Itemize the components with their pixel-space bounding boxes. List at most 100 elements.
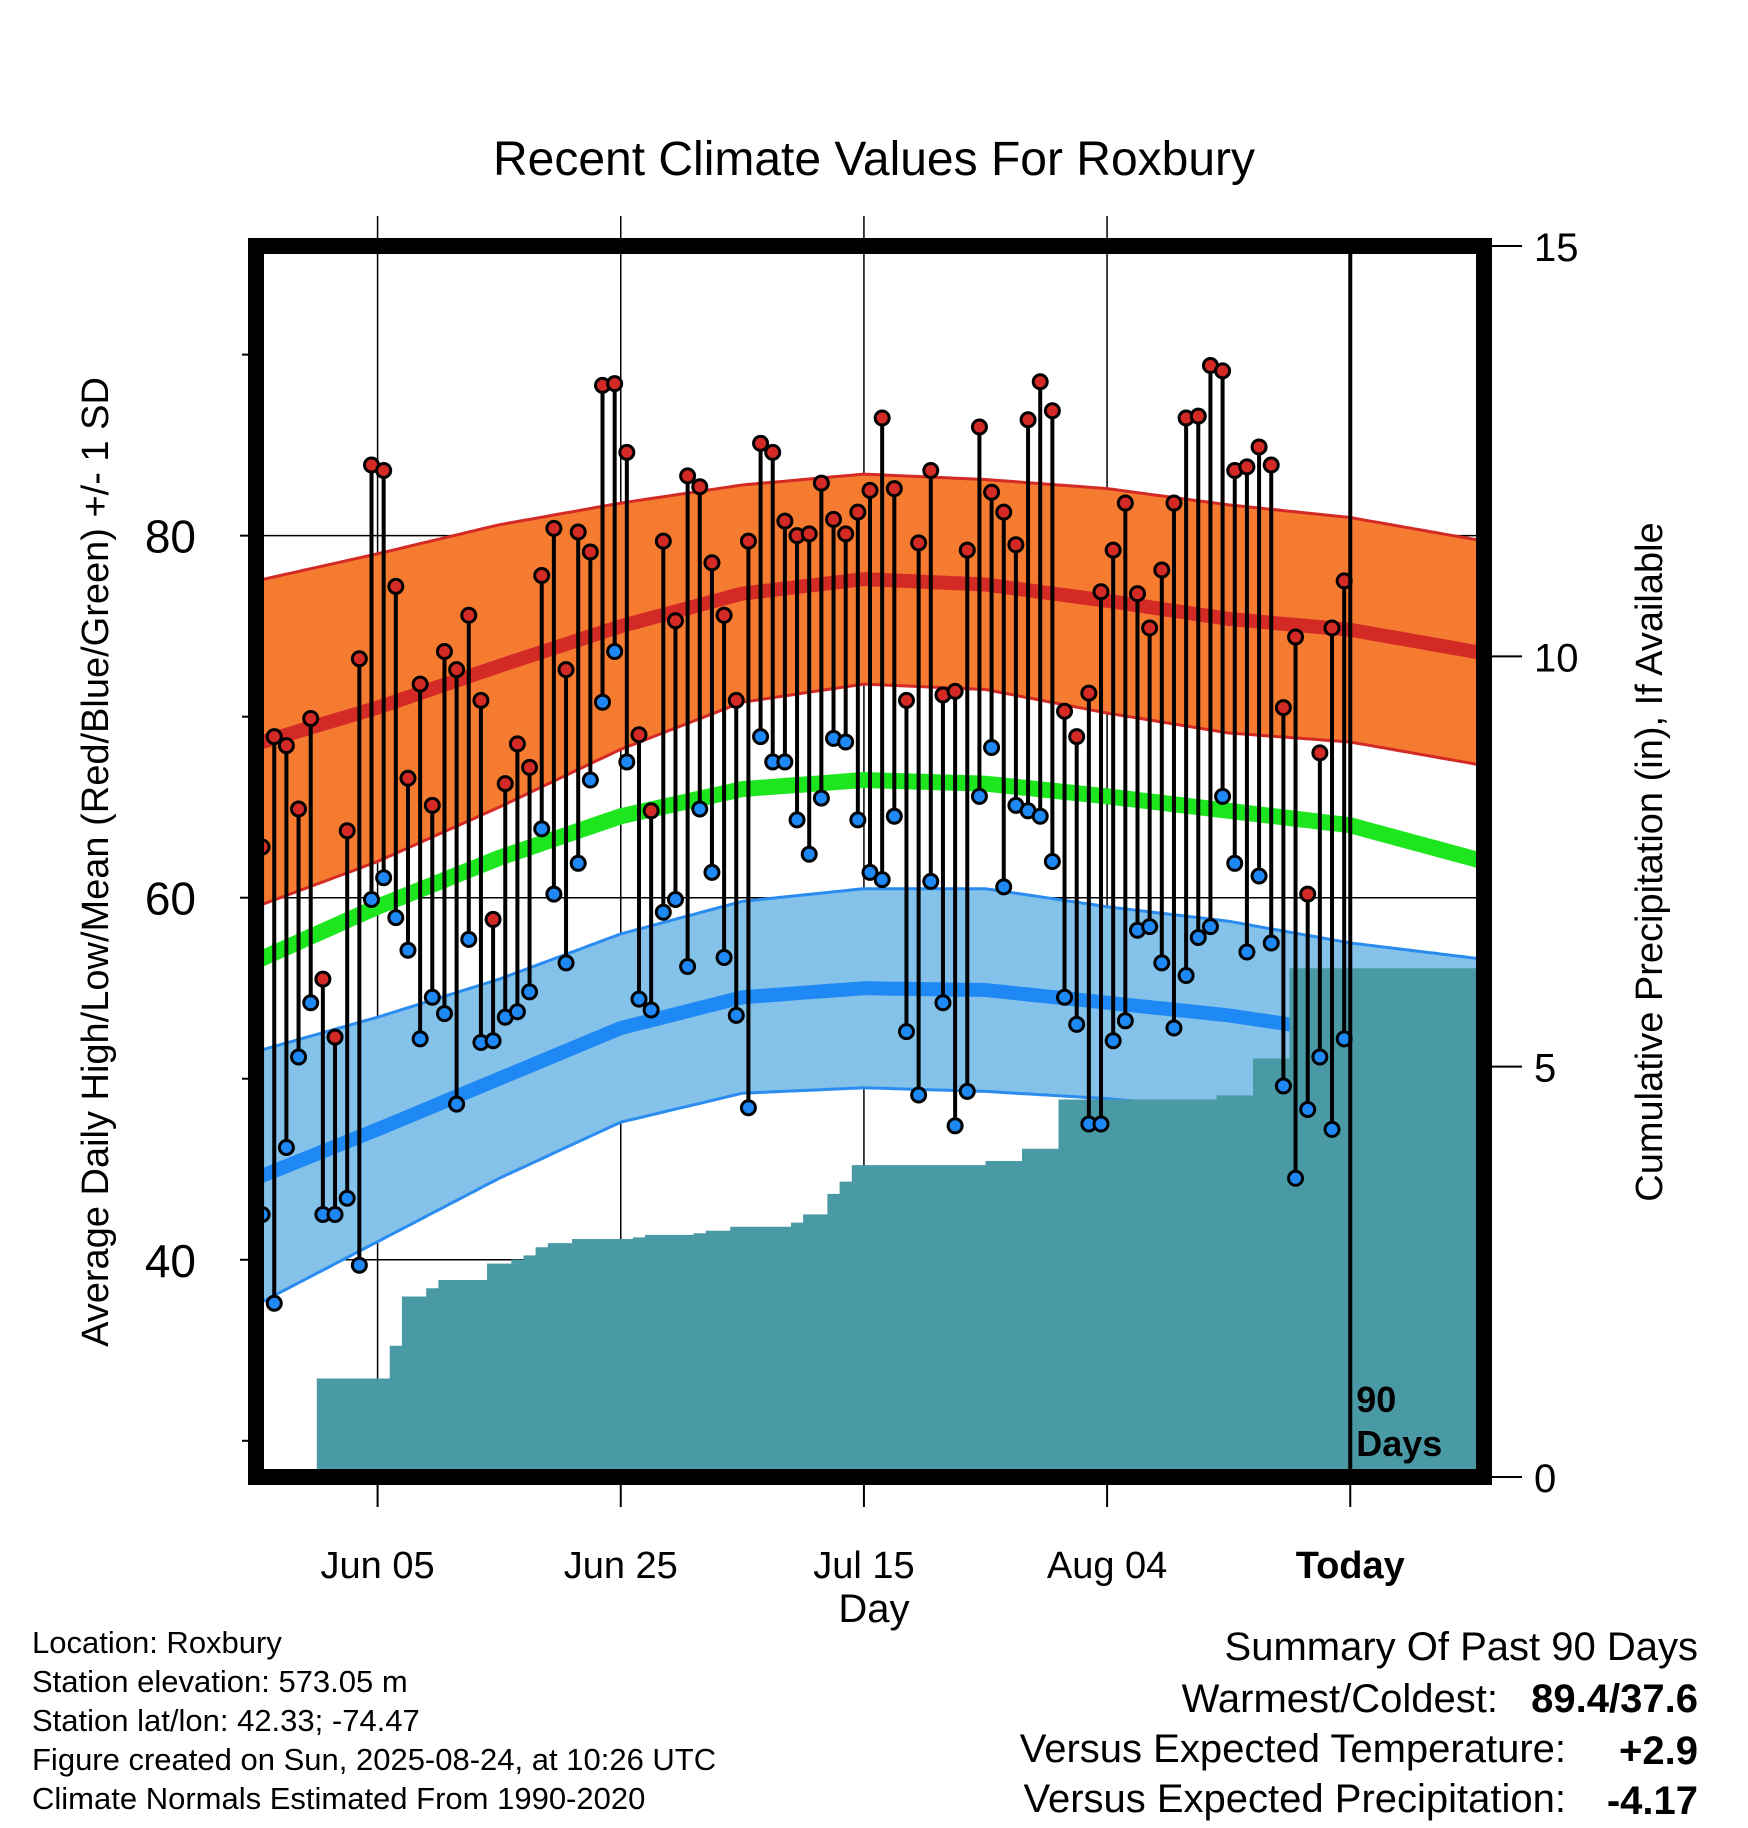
warm-cold-label: Warmest/Coldest: bbox=[1182, 1677, 1498, 1721]
daily-high-point bbox=[435, 643, 453, 661]
daily-high-point bbox=[545, 519, 563, 537]
daily-high-point bbox=[910, 534, 928, 552]
daily-low-point bbox=[752, 728, 770, 746]
right-y-axis-label: Cumulative Precipitation (in), If Availa… bbox=[1629, 522, 1671, 1201]
today-marker-label: 90 bbox=[1356, 1379, 1396, 1420]
y2-tick-label: 10 bbox=[1534, 636, 1579, 680]
daily-low-point bbox=[265, 1294, 283, 1312]
y-tick-label: 60 bbox=[145, 873, 196, 925]
daily-high-point bbox=[375, 461, 393, 479]
x-tick-label: Jun 05 bbox=[321, 1545, 435, 1587]
daily-high-point bbox=[1068, 728, 1086, 746]
daily-high-point bbox=[460, 606, 478, 624]
daily-high-point bbox=[983, 483, 1001, 501]
warm-cold-value: 89.4/37.6 bbox=[1531, 1677, 1698, 1721]
precip-delta-label: Versus Expected Precipitation: bbox=[1023, 1777, 1566, 1821]
y2-tick-label: 0 bbox=[1534, 1457, 1556, 1501]
summary-panel: Summary Of Past 90 Days Warmest/Coldest:… bbox=[1020, 1625, 1698, 1823]
daily-low-point bbox=[290, 1048, 308, 1066]
daily-low-point bbox=[837, 733, 855, 751]
daily-low-point bbox=[618, 753, 636, 771]
daily-low-point bbox=[375, 869, 393, 887]
y-tick-label: 80 bbox=[145, 511, 196, 563]
daily-low-point bbox=[1104, 1032, 1122, 1050]
daily-high-point bbox=[849, 503, 867, 521]
info-elevation: Station elevation: 573.05 m bbox=[32, 1664, 408, 1699]
daily-high-point bbox=[1214, 362, 1232, 380]
normal-low-line bbox=[256, 981, 1484, 1185]
daily-low-point bbox=[1056, 988, 1074, 1006]
daily-high-point bbox=[387, 577, 405, 595]
low-sd-band bbox=[256, 887, 1484, 1307]
daily-high-point bbox=[1007, 536, 1025, 554]
daily-low-point bbox=[1287, 1169, 1305, 1187]
daily-low-point bbox=[1068, 1015, 1086, 1033]
x-tick-label: Jul 15 bbox=[813, 1545, 914, 1587]
daily-low-point bbox=[326, 1206, 344, 1224]
daily-low-point bbox=[885, 807, 903, 825]
daily-low-point bbox=[302, 994, 320, 1012]
daily-low-point bbox=[630, 990, 648, 1008]
daily-low-point bbox=[277, 1139, 295, 1157]
daily-low-point bbox=[1250, 867, 1268, 885]
daily-high-point bbox=[703, 554, 721, 572]
daily-low-point bbox=[995, 878, 1013, 896]
daily-high-point bbox=[338, 822, 356, 840]
daily-low-point bbox=[910, 1086, 928, 1104]
daily-high-point bbox=[1104, 541, 1122, 559]
daily-high-point bbox=[897, 691, 915, 709]
x-tick-label: Aug 04 bbox=[1047, 1545, 1167, 1587]
normal-bands bbox=[256, 472, 1484, 1307]
daily-high-point bbox=[290, 800, 308, 818]
daily-high-point bbox=[958, 541, 976, 559]
temp-delta-value: +2.9 bbox=[1619, 1729, 1698, 1773]
daily-high-point bbox=[825, 510, 843, 528]
daily-low-point bbox=[1189, 929, 1207, 947]
daily-high-point bbox=[1056, 702, 1074, 720]
daily-low-point bbox=[1092, 1115, 1110, 1133]
daily-high-point bbox=[812, 474, 830, 492]
daily-high-point bbox=[873, 409, 891, 427]
daily-high-point bbox=[691, 478, 709, 496]
daily-low-point bbox=[569, 854, 587, 872]
daily-low-point bbox=[1116, 1012, 1134, 1030]
daily-low-point bbox=[423, 988, 441, 1006]
daily-high-point bbox=[1250, 438, 1268, 456]
daily-high-point bbox=[922, 461, 940, 479]
daily-high-point bbox=[496, 775, 514, 793]
daily-low-point bbox=[934, 994, 952, 1012]
daily-high-point bbox=[1323, 619, 1341, 637]
daily-high-point bbox=[618, 443, 636, 461]
right-y-axis: 0 5 10 15 bbox=[1492, 226, 1579, 1501]
daily-low-point bbox=[411, 1030, 429, 1048]
daily-low-point bbox=[922, 872, 940, 890]
daily-low-point bbox=[873, 871, 891, 889]
daily-high-point bbox=[715, 606, 733, 624]
daily-low-point bbox=[581, 771, 599, 789]
daily-high-point bbox=[776, 512, 794, 530]
daily-low-point bbox=[727, 1006, 745, 1024]
x-axis: Jun 05 Jun 25 Jul 15 Aug 04 Today bbox=[321, 1485, 1405, 1587]
daily-low-point bbox=[970, 787, 988, 805]
today-marker-label: Days bbox=[1356, 1423, 1442, 1464]
daily-low-point bbox=[776, 753, 794, 771]
y-tick-label: 40 bbox=[145, 1235, 196, 1287]
daily-high-point bbox=[399, 769, 417, 787]
daily-range-bars bbox=[256, 356, 1353, 1312]
daily-high-point bbox=[1128, 585, 1146, 603]
daily-low-point bbox=[1177, 967, 1195, 985]
daily-low-point bbox=[703, 863, 721, 881]
daily-high-point bbox=[1153, 561, 1171, 579]
daily-high-point bbox=[1019, 411, 1037, 429]
daily-low-point bbox=[594, 693, 612, 711]
daily-high-point bbox=[533, 566, 551, 584]
daily-low-point bbox=[812, 789, 830, 807]
daily-low-point bbox=[387, 909, 405, 927]
daily-high-point bbox=[326, 1028, 344, 1046]
daily-low-point bbox=[1311, 1048, 1329, 1066]
daily-low-point bbox=[350, 1256, 368, 1274]
daily-high-point bbox=[1189, 407, 1207, 425]
daily-high-point bbox=[752, 434, 770, 452]
daily-low-point bbox=[897, 1023, 915, 1041]
